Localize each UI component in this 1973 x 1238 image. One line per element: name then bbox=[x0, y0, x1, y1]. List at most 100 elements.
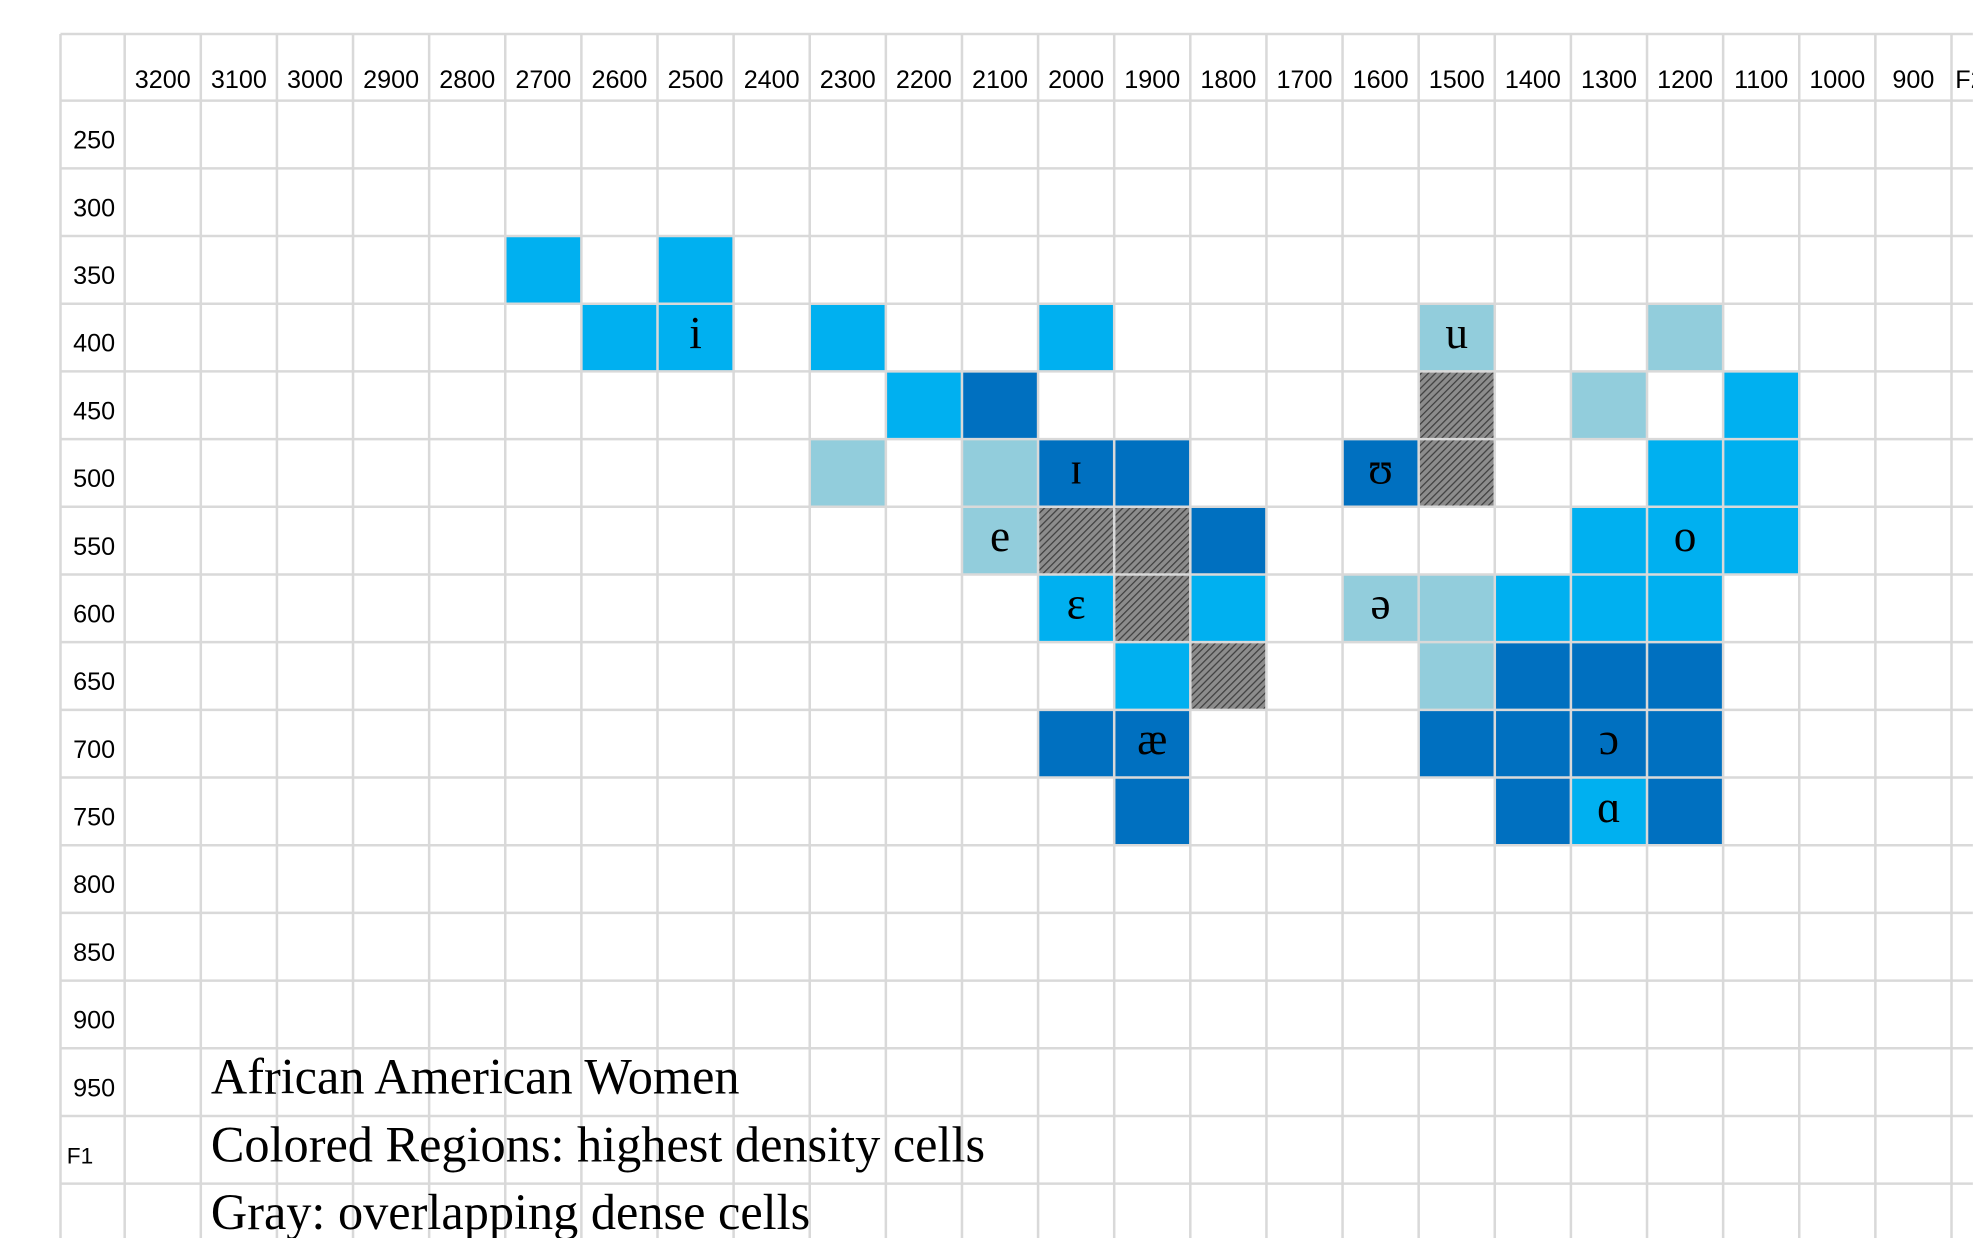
density-cell bbox=[1494, 777, 1571, 846]
row-header: 250 bbox=[73, 127, 115, 155]
density-cell bbox=[1723, 506, 1800, 575]
density-cell bbox=[581, 303, 658, 372]
density-cell bbox=[1418, 642, 1495, 710]
density-cell bbox=[1418, 439, 1495, 507]
column-header: 1600 bbox=[1353, 66, 1409, 94]
vowel-label: ʊ bbox=[1368, 443, 1393, 493]
density-cell bbox=[657, 236, 734, 304]
density-cell bbox=[1647, 709, 1724, 778]
density-cell bbox=[1038, 506, 1115, 575]
row-header: 750 bbox=[73, 804, 115, 832]
density-cell bbox=[1647, 777, 1724, 846]
column-header: 2000 bbox=[1048, 66, 1104, 94]
density-cell bbox=[809, 439, 886, 507]
column-header: 2500 bbox=[668, 66, 724, 94]
density-cell bbox=[1038, 574, 1115, 643]
density-cell bbox=[1190, 642, 1267, 710]
density-cell bbox=[1647, 506, 1724, 575]
density-cell bbox=[1038, 439, 1115, 507]
density-cell bbox=[1342, 574, 1419, 643]
density-cell bbox=[1570, 574, 1648, 643]
vowel-label: o bbox=[1674, 511, 1697, 561]
density-cell bbox=[1570, 371, 1648, 440]
column-header: 2300 bbox=[820, 66, 876, 94]
density-cell bbox=[809, 303, 886, 372]
row-header: 350 bbox=[73, 262, 115, 290]
texts: 3200 3100 3000 2900 2800 2700 2600 2500 2400 2300… bbox=[67, 66, 1973, 1238]
density-cell bbox=[885, 371, 962, 440]
column-header: 2100 bbox=[972, 66, 1028, 94]
row-header: 800 bbox=[73, 871, 115, 899]
density-cell bbox=[1494, 574, 1571, 643]
column-header: 1500 bbox=[1429, 66, 1485, 94]
density-cell bbox=[961, 371, 1039, 440]
column-header: 1400 bbox=[1505, 66, 1561, 94]
density-cell bbox=[1494, 709, 1571, 778]
row-header: 500 bbox=[73, 465, 115, 493]
column-header: 2200 bbox=[896, 66, 952, 94]
column-header: 1100 bbox=[1734, 66, 1788, 94]
density-cell bbox=[1723, 371, 1800, 440]
column-header: 2700 bbox=[515, 66, 571, 94]
density-cell bbox=[961, 506, 1039, 575]
density-cell bbox=[961, 439, 1039, 507]
row-header: 300 bbox=[73, 194, 115, 222]
row-header: 600 bbox=[73, 600, 115, 628]
row-header: 900 bbox=[73, 1007, 115, 1035]
vowel-label: æ bbox=[1137, 714, 1167, 764]
density-cell bbox=[1114, 506, 1191, 575]
density-cell bbox=[1494, 642, 1571, 710]
density-cell bbox=[1114, 574, 1191, 643]
column-header: 3000 bbox=[287, 66, 343, 94]
row-header: 650 bbox=[73, 668, 115, 696]
density-cell bbox=[1038, 709, 1115, 778]
column-header: 1200 bbox=[1657, 66, 1713, 94]
density-cell bbox=[1647, 439, 1724, 507]
column-header: 2800 bbox=[439, 66, 495, 94]
density-cell bbox=[1190, 574, 1267, 643]
column-header: 900 bbox=[1892, 66, 1934, 94]
column-header: 1900 bbox=[1124, 66, 1180, 94]
row-header: 700 bbox=[73, 736, 115, 764]
vowel-label: u bbox=[1445, 308, 1468, 358]
column-header: 1300 bbox=[1581, 66, 1637, 94]
column-header: 3200 bbox=[135, 66, 191, 94]
density-cell bbox=[657, 303, 734, 372]
density-cell bbox=[1570, 777, 1648, 846]
note: African American Women bbox=[211, 1049, 740, 1105]
density-cell bbox=[1038, 303, 1115, 372]
vowel-label: ɪ bbox=[1070, 443, 1083, 493]
vowel-label: ə bbox=[1371, 579, 1391, 629]
density-cell bbox=[1342, 439, 1419, 507]
density-cell bbox=[1114, 642, 1191, 710]
density-cell bbox=[1570, 506, 1648, 575]
density-cell bbox=[1114, 709, 1191, 778]
row-header: 850 bbox=[73, 939, 115, 967]
density-cell bbox=[1570, 642, 1648, 710]
column-header: 1800 bbox=[1200, 66, 1256, 94]
column-header: 1000 bbox=[1809, 66, 1865, 94]
vowel-label: ɛ bbox=[1067, 579, 1086, 629]
density-cell bbox=[1570, 709, 1648, 778]
cells bbox=[505, 236, 1800, 846]
column-header: 1700 bbox=[1277, 66, 1333, 94]
column-header: 2900 bbox=[363, 66, 419, 94]
column-header: 2600 bbox=[591, 66, 647, 94]
vowel-label: ɑ bbox=[1597, 782, 1621, 832]
density-cell bbox=[1190, 506, 1267, 575]
density-cell bbox=[1418, 303, 1495, 372]
row-header: F1 bbox=[67, 1143, 93, 1168]
column-header: 3100 bbox=[211, 66, 267, 94]
density-cell bbox=[1647, 574, 1724, 643]
density-cell bbox=[1647, 303, 1724, 372]
row-header: 950 bbox=[73, 1074, 115, 1102]
grid-lines bbox=[59, 32, 1973, 1238]
density-cell bbox=[1723, 439, 1800, 507]
note: Gray: overlapping dense cells bbox=[211, 1184, 810, 1238]
note: Colored Regions: highest density cells bbox=[211, 1116, 985, 1172]
column-header: F2 bbox=[1955, 66, 1973, 94]
density-cell bbox=[1418, 574, 1495, 643]
density-cell bbox=[1114, 439, 1191, 507]
